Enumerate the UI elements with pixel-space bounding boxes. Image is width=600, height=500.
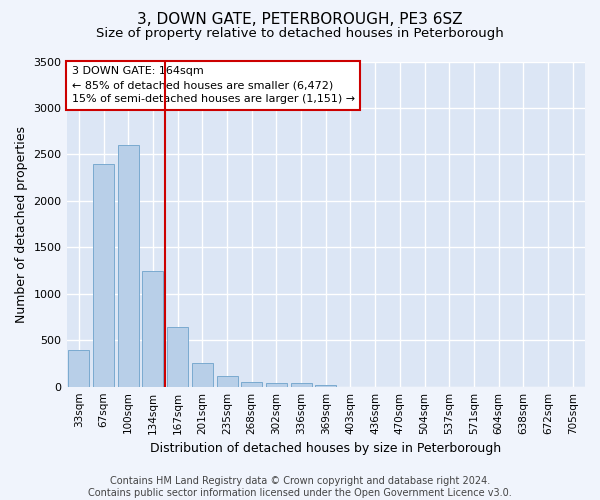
Bar	[142, 270, 163, 386]
Bar	[217, 376, 238, 386]
Bar	[192, 364, 213, 386]
Bar	[93, 164, 114, 386]
Text: 3, DOWN GATE, PETERBOROUGH, PE3 6SZ: 3, DOWN GATE, PETERBOROUGH, PE3 6SZ	[137, 12, 463, 28]
Text: Size of property relative to detached houses in Peterborough: Size of property relative to detached ho…	[96, 28, 504, 40]
Text: 3 DOWN GATE: 164sqm
← 85% of detached houses are smaller (6,472)
15% of semi-det: 3 DOWN GATE: 164sqm ← 85% of detached ho…	[72, 66, 355, 104]
Bar	[68, 350, 89, 387]
Bar	[290, 384, 311, 386]
X-axis label: Distribution of detached houses by size in Peterborough: Distribution of detached houses by size …	[150, 442, 502, 455]
Bar	[118, 145, 139, 386]
Text: Contains HM Land Registry data © Crown copyright and database right 2024.
Contai: Contains HM Land Registry data © Crown c…	[88, 476, 512, 498]
Bar	[241, 382, 262, 386]
Bar	[315, 385, 336, 386]
Bar	[266, 383, 287, 386]
Bar	[167, 327, 188, 386]
Y-axis label: Number of detached properties: Number of detached properties	[15, 126, 28, 322]
